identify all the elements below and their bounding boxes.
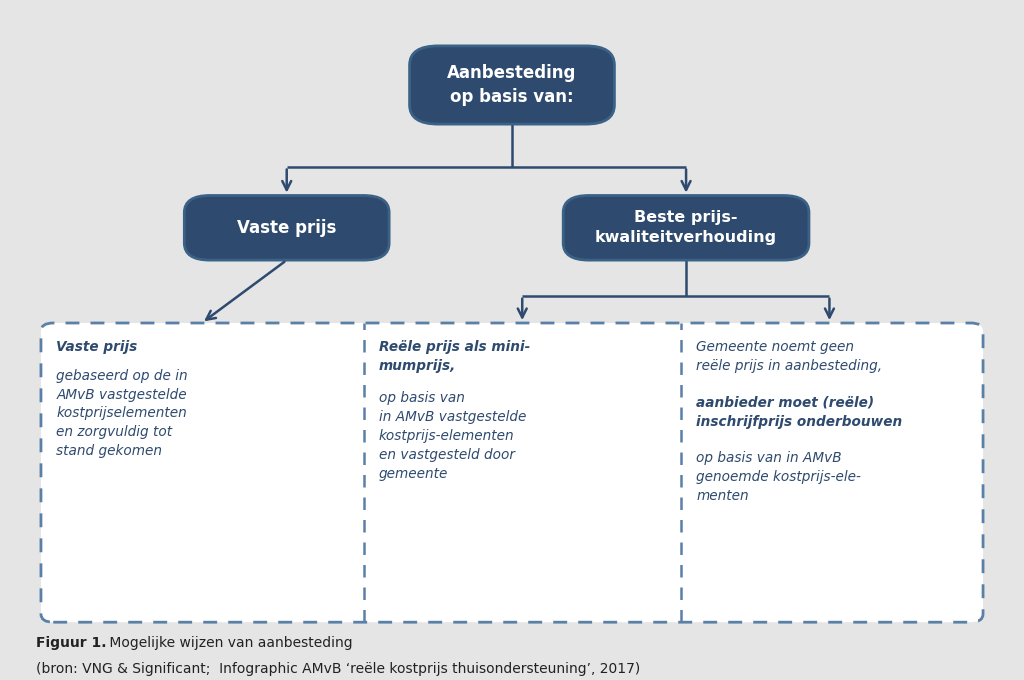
Text: Beste prijs-
kwaliteitverhouding: Beste prijs- kwaliteitverhouding bbox=[595, 210, 777, 245]
Text: op basis van
in AMvB vastgestelde
kostprijs-elementen
en vastgesteld door
gemeen: op basis van in AMvB vastgestelde kostpr… bbox=[379, 391, 526, 481]
Text: Reële prijs als mini-
mumprijs,: Reële prijs als mini- mumprijs, bbox=[379, 340, 530, 373]
Text: gebaseerd op de in
AMvB vastgestelde
kostprijselementen
en zorgvuldig tot
stand : gebaseerd op de in AMvB vastgestelde kos… bbox=[56, 369, 188, 458]
FancyBboxPatch shape bbox=[563, 196, 809, 260]
Text: Gemeente noemt geen
reële prijs in aanbesteding,: Gemeente noemt geen reële prijs in aanbe… bbox=[696, 340, 883, 373]
Text: (bron: VNG & Significant;  Infographic AMvB ‘reële kostprijs thuisondersteuning’: (bron: VNG & Significant; Infographic AM… bbox=[36, 662, 640, 676]
Text: Vaste prijs: Vaste prijs bbox=[56, 340, 137, 354]
Text: op basis van in AMvB
genoemde kostprijs-ele-
menten: op basis van in AMvB genoemde kostprijs-… bbox=[696, 451, 861, 503]
Text: Vaste prijs: Vaste prijs bbox=[237, 219, 337, 237]
FancyBboxPatch shape bbox=[410, 46, 614, 124]
Text: Figuur 1.: Figuur 1. bbox=[36, 636, 106, 650]
Text: Mogelijke wijzen van aanbesteding: Mogelijke wijzen van aanbesteding bbox=[105, 636, 353, 650]
FancyBboxPatch shape bbox=[41, 323, 983, 622]
Text: aanbieder moet (reële)
inschrijfprijs onderbouwen: aanbieder moet (reële) inschrijfprijs on… bbox=[696, 396, 902, 428]
FancyBboxPatch shape bbox=[184, 196, 389, 260]
Text: Aanbesteding
op basis van:: Aanbesteding op basis van: bbox=[447, 64, 577, 106]
